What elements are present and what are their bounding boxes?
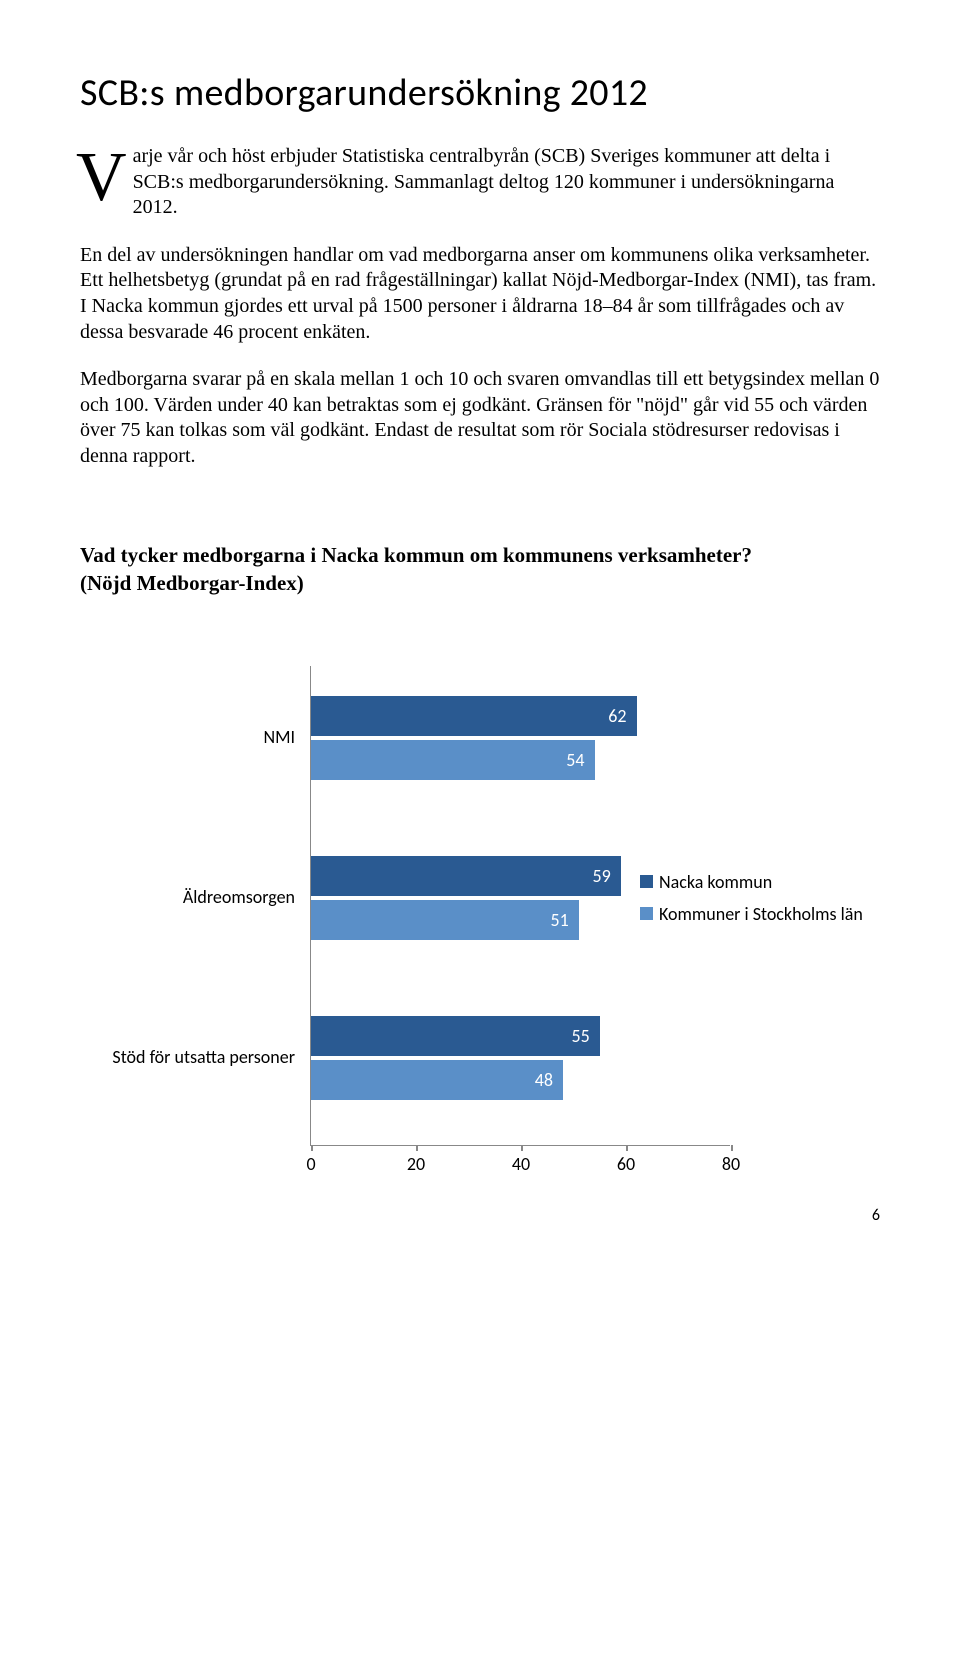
legend-swatch-icon xyxy=(640,875,653,888)
legend-label: Kommuner i Stockholms län xyxy=(659,903,863,925)
chart-legend: Nacka kommun Kommuner i Stockholms län xyxy=(640,871,863,935)
chart-row: 55 48 xyxy=(311,1016,600,1100)
sub-heading: (Nöjd Medborgar-Index) xyxy=(80,571,880,596)
bar-nacka: 55 xyxy=(311,1016,600,1056)
bar-value: 54 xyxy=(566,749,584,771)
bar-chart: NMI 62 54 Äldreomsorgen 59 51 Stöd för u… xyxy=(80,666,880,1146)
page-title: SCB:s medborgarundersökning 2012 xyxy=(80,70,880,116)
chart-row: 59 51 xyxy=(311,856,621,940)
chart-row: 62 54 xyxy=(311,696,637,780)
bar-nacka: 62 xyxy=(311,696,637,736)
x-axis-ticks: 020406080 xyxy=(311,1145,730,1151)
bar-value: 51 xyxy=(551,909,569,931)
bar-value: 62 xyxy=(608,705,626,727)
page-number: 6 xyxy=(80,1206,880,1225)
category-label: NMI xyxy=(85,726,295,748)
drop-cap: V xyxy=(76,148,127,208)
bar-stockholm: 51 xyxy=(311,900,579,940)
x-tick-label: 40 xyxy=(512,1153,530,1175)
legend-item: Nacka kommun xyxy=(640,871,863,893)
paragraph-3: Medborgarna svarar på en skala mellan 1 … xyxy=(80,367,880,469)
bar-value: 59 xyxy=(593,865,611,887)
x-tick-label: 20 xyxy=(407,1153,425,1175)
bar-value: 48 xyxy=(535,1069,553,1091)
bar-value: 55 xyxy=(572,1025,590,1047)
legend-swatch-icon xyxy=(640,907,653,920)
bar-stockholm: 48 xyxy=(311,1060,563,1100)
category-label: Äldreomsorgen xyxy=(85,886,295,908)
bar-nacka: 59 xyxy=(311,856,621,896)
paragraph-2: En del av undersökningen handlar om vad … xyxy=(80,243,880,345)
x-tick-label: 0 xyxy=(306,1153,315,1175)
x-tick-label: 80 xyxy=(722,1153,740,1175)
legend-label: Nacka kommun xyxy=(659,871,772,893)
paragraph-1: V arje vår och höst erbjuder Statistiska… xyxy=(80,144,880,221)
legend-item: Kommuner i Stockholms län xyxy=(640,903,863,925)
bar-stockholm: 54 xyxy=(311,740,595,780)
x-tick-label: 60 xyxy=(617,1153,635,1175)
category-label: Stöd för utsatta personer xyxy=(85,1046,295,1068)
paragraph-1-text: arje vår och höst erbjuder Statistiska c… xyxy=(133,145,835,218)
section-heading: Vad tycker medborgarna i Nacka kommun om… xyxy=(80,542,880,569)
